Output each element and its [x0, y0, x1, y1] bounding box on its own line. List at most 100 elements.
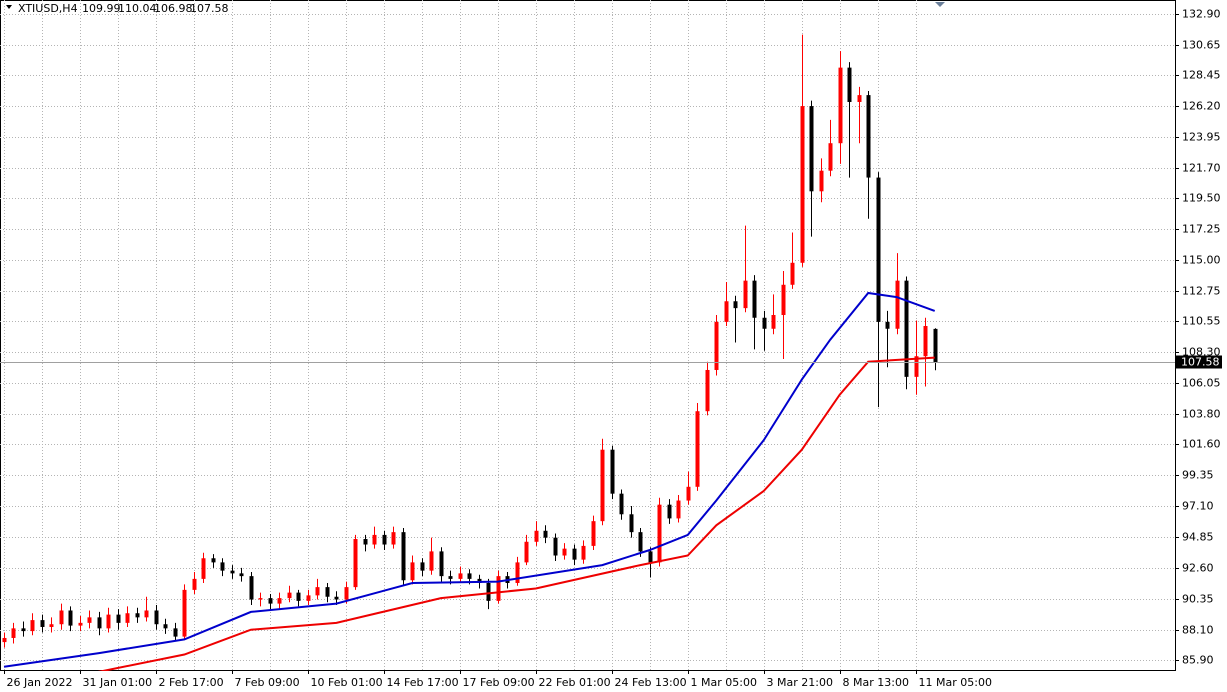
x-tick-label: 31 Jan 01:00: [83, 676, 153, 689]
candle-body: [591, 521, 596, 546]
y-tick-label: 112.75: [1182, 285, 1221, 298]
candle-body: [657, 504, 662, 563]
candle-body: [923, 325, 928, 357]
candle-body: [885, 321, 890, 329]
candle-body: [847, 67, 852, 102]
axis-labels: 132.90 130.65 128.45 126.20 123.95 121.70 119.…: [4, 8, 1222, 689]
candle-body: [705, 369, 710, 412]
candle-body: [771, 315, 776, 329]
candle-body: [857, 95, 862, 102]
candle-body: [410, 562, 415, 581]
y-tick-label: 103.80: [1182, 408, 1221, 421]
candle-body: [173, 628, 178, 637]
candle-body: [249, 576, 254, 600]
candle-body: [876, 177, 881, 322]
candle-body: [211, 558, 216, 563]
candle-body: [895, 280, 900, 329]
candle-body: [363, 539, 368, 545]
y-tick-label: 126.20: [1182, 100, 1221, 113]
candle-body: [268, 598, 273, 604]
candle-body: [638, 532, 643, 552]
candle-body: [838, 67, 843, 144]
candle-body: [448, 576, 453, 579]
header-close: 107.58: [190, 2, 229, 15]
candle-body: [125, 613, 130, 623]
candle-body: [21, 628, 26, 632]
candle-body: [572, 548, 577, 560]
header-low: 106.98: [154, 2, 193, 15]
candle-body: [809, 106, 814, 192]
x-tick-label: 2 Feb 17:00: [159, 676, 224, 689]
symbol-title: XTIUSD,H4: [18, 2, 78, 15]
candle-body: [372, 534, 377, 545]
candle-body: [59, 610, 64, 625]
y-tick-label: 110.55: [1182, 315, 1221, 328]
y-tick-label: 108.30: [1182, 346, 1221, 359]
plot-border: [0, 0, 1176, 671]
header-high: 110.04: [118, 2, 157, 15]
header-icon: [6, 5, 12, 9]
candle-body: [296, 592, 301, 601]
candle-body: [724, 301, 729, 322]
candle-body: [781, 284, 786, 316]
candle-body: [828, 143, 833, 171]
y-tick-label: 106.05: [1182, 377, 1221, 390]
candle-body: [714, 321, 719, 370]
candle-body: [2, 637, 7, 643]
candle-body: [11, 628, 16, 638]
x-tick-label: 10 Feb 01:00: [311, 676, 383, 689]
ma-line: [3, 291, 936, 668]
candle-body: [752, 280, 757, 318]
candle-body: [581, 545, 586, 560]
candle-body: [629, 514, 634, 533]
candle-body: [277, 598, 282, 604]
x-tick-label: 3 Mar 21:00: [767, 676, 833, 689]
candle-body: [933, 328, 938, 363]
candle-body: [534, 530, 539, 542]
candle-body: [553, 537, 558, 556]
x-tick-label: 14 Feb 17:00: [387, 676, 459, 689]
plot-area: [0, 34, 1175, 671]
candle-body: [790, 262, 795, 285]
y-tick-label: 92.60: [1182, 562, 1214, 575]
y-tick-label: 115.00: [1182, 254, 1221, 267]
candle-body: [315, 587, 320, 596]
header: XTIUSD,H4 109.99 110.04 106.98 107.58: [6, 2, 229, 15]
candle-body: [467, 573, 472, 579]
x-tick-label: 22 Feb 01:00: [539, 676, 611, 689]
price-label: 107.58: [1181, 356, 1220, 369]
candle-body: [610, 449, 615, 494]
candle-body: [334, 596, 339, 600]
candle-body: [429, 551, 434, 571]
candle-body: [106, 614, 111, 629]
candle-body: [515, 562, 520, 584]
candle-body: [40, 620, 45, 627]
y-tick-label: 88.10: [1182, 624, 1214, 637]
candle-body: [439, 551, 444, 577]
candle-body: [600, 449, 605, 522]
x-tick-label: 8 Mar 13:00: [843, 676, 909, 689]
candle-body: [382, 534, 387, 545]
y-tick-label: 130.65: [1182, 39, 1221, 52]
candle-body: [904, 280, 909, 377]
y-tick-label: 97.10: [1182, 500, 1214, 513]
candle-body: [201, 558, 206, 579]
candle-body: [87, 617, 92, 623]
candle-body: [401, 532, 406, 581]
candle-body: [230, 570, 235, 574]
candle-body: [667, 504, 672, 519]
candle-body: [68, 610, 73, 626]
y-tick-label: 123.95: [1182, 131, 1221, 144]
candle-body: [391, 532, 396, 545]
y-tick-label: 101.60: [1182, 438, 1221, 451]
header-open: 109.99: [82, 2, 121, 15]
candle-body: [676, 500, 681, 519]
candle-body: [182, 589, 187, 637]
y-tick-label: 90.35: [1182, 593, 1214, 606]
candle-body: [543, 530, 548, 538]
x-tick-label: 11 Mar 05:00: [919, 676, 992, 689]
candle-body: [344, 587, 349, 600]
candle-body: [524, 541, 529, 563]
candle-body: [819, 170, 824, 192]
